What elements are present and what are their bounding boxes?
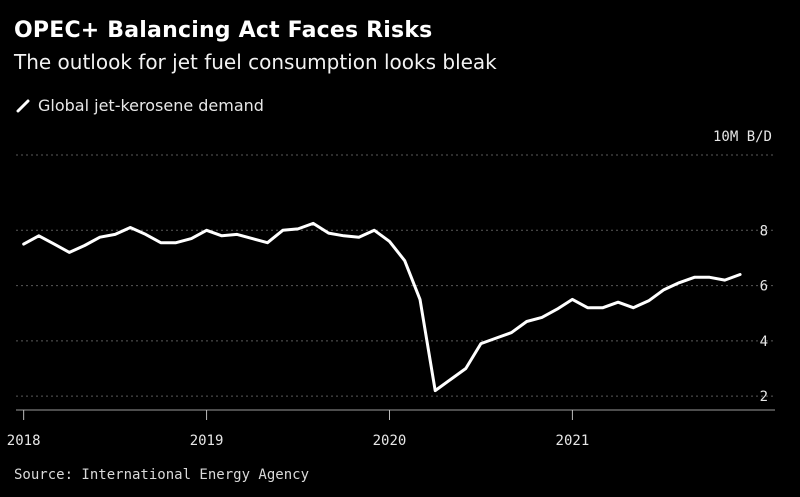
x-tick-label-2019: 2019: [190, 433, 224, 449]
y-tick-label-6: 6: [760, 279, 768, 295]
y-axis-unit-label: 10M B/D: [713, 129, 772, 145]
source-note: Source: International Energy Agency: [14, 467, 310, 483]
legend: Global jet-kerosene demand: [16, 96, 264, 115]
legend-line-swatch-icon: [16, 99, 30, 112]
y-tick-label-4: 4: [760, 334, 768, 350]
legend-label: Global jet-kerosene demand: [38, 96, 264, 115]
x-tick-label-2020: 2020: [373, 433, 407, 449]
y-tick-label-8: 8: [760, 223, 768, 239]
x-tick-label-2021: 2021: [556, 433, 590, 449]
y-tick-label-2: 2: [760, 389, 768, 405]
series-line-0: [22, 221, 742, 393]
chart-title: OPEC+ Balancing Act Faces Risks: [14, 18, 433, 43]
chart-subtitle: The outlook for jet fuel consumption loo…: [14, 50, 497, 74]
x-tick-label-2018: 2018: [7, 433, 41, 449]
